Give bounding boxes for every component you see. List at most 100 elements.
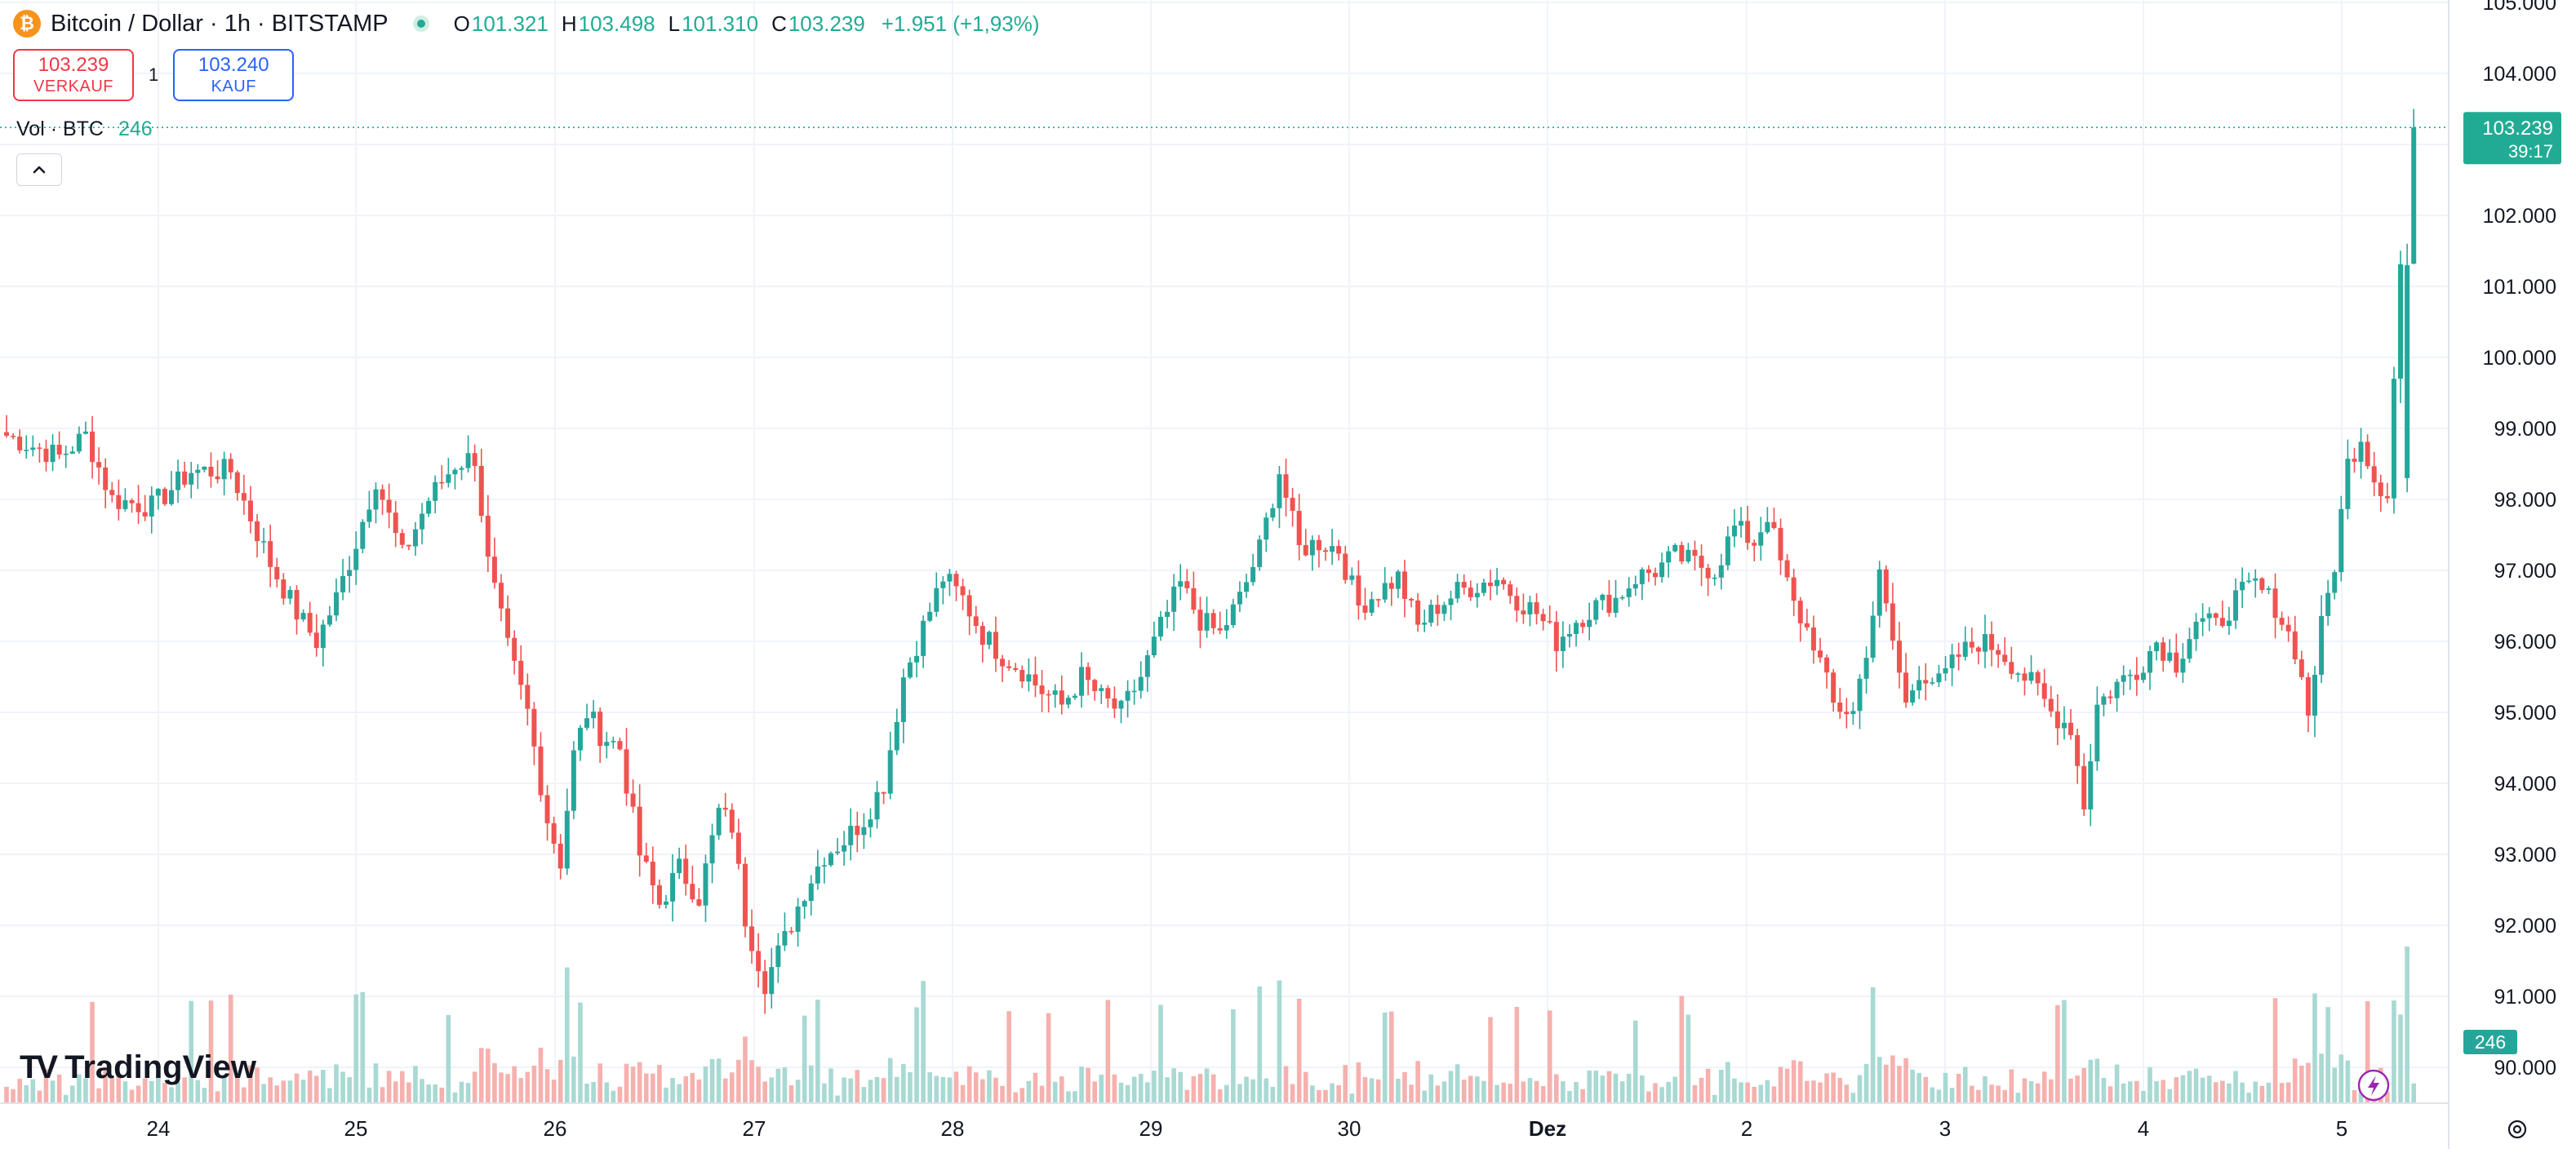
candle — [577, 725, 583, 761]
candle — [544, 785, 550, 841]
candle — [485, 494, 491, 573]
volume-bar — [1672, 1076, 1678, 1103]
candle-body — [1474, 592, 1480, 597]
candle-body — [82, 431, 88, 434]
candle — [1534, 593, 1539, 625]
volume-bar — [1501, 1082, 1506, 1103]
volume-legend[interactable]: Vol · BTC 246 — [16, 118, 153, 141]
candle-body — [1923, 680, 1929, 684]
candle — [564, 788, 570, 876]
volume-bar — [1317, 1089, 1321, 1103]
volume-bar — [815, 999, 820, 1103]
candle-body — [2114, 681, 2120, 698]
candle — [887, 731, 893, 800]
candle-body — [664, 901, 668, 905]
x-tick-label: 25 — [344, 1116, 368, 1141]
candle — [947, 569, 953, 596]
volume-bar — [1831, 1072, 1836, 1103]
candle-body — [2405, 264, 2410, 478]
candle-body — [2365, 441, 2370, 467]
candle-body — [2094, 704, 2100, 762]
market-status-icon[interactable] — [412, 16, 429, 32]
candle-body — [2054, 711, 2060, 729]
candle-body — [1666, 551, 1672, 563]
candle — [234, 470, 240, 501]
volume-bar — [966, 1066, 972, 1103]
lightning-icon[interactable] — [2357, 1069, 2390, 1102]
candle-body — [1382, 583, 1388, 600]
x-tick-label: 27 — [743, 1116, 766, 1141]
candle-body — [287, 589, 293, 599]
volume-bar — [749, 1060, 754, 1103]
volume-bar — [2094, 1058, 2100, 1103]
candle — [1000, 654, 1006, 682]
sell-price: 103.239 — [38, 54, 109, 76]
candle — [1923, 663, 1929, 701]
volume-bar — [1699, 1077, 1704, 1103]
volume-bar — [1745, 1082, 1750, 1103]
sell-button[interactable]: 103.239 VERKAUF — [13, 49, 134, 101]
candle-body — [1553, 622, 1559, 652]
candle — [300, 609, 306, 623]
candle — [1488, 570, 1493, 601]
candle-body — [24, 450, 29, 451]
volume-bar — [1066, 1091, 1071, 1103]
candle — [1125, 680, 1130, 718]
volume-bar — [433, 1084, 437, 1103]
volume-bar — [1554, 1074, 1559, 1103]
candle — [1653, 567, 1658, 586]
collapse-legend-button[interactable] — [16, 153, 62, 186]
symbol-title[interactable]: Bitcoin / Dollar · 1h · BITSTAMP — [51, 10, 389, 37]
candle-body — [37, 447, 42, 450]
volume-bar — [1264, 1078, 1269, 1103]
candle-body — [1580, 623, 1586, 627]
candle — [1639, 567, 1645, 601]
candle — [2140, 666, 2146, 683]
candle-body — [1099, 688, 1104, 691]
volume-bar — [386, 1071, 392, 1103]
volume-bar — [1006, 1011, 1011, 1103]
volume-bar — [1574, 1082, 1579, 1103]
candle-body — [1270, 508, 1276, 518]
candle — [491, 537, 497, 589]
volume-bar — [63, 1094, 69, 1103]
candle — [2338, 495, 2344, 582]
last-price-countdown: 39:17 — [2508, 141, 2553, 162]
candle — [1158, 610, 1163, 641]
candle — [1151, 621, 1157, 659]
candle — [921, 615, 926, 668]
candle — [802, 899, 807, 920]
candle — [1580, 619, 1586, 633]
candle-body — [1837, 702, 1843, 712]
candle-body — [1890, 603, 1895, 641]
candle-body — [835, 851, 841, 854]
candle-body — [742, 863, 748, 927]
candle — [1448, 590, 1454, 621]
candle — [1409, 597, 1415, 608]
volume-bar — [43, 1069, 49, 1103]
candle — [611, 736, 616, 749]
volume-bar — [1837, 1077, 1843, 1103]
candle — [591, 699, 597, 729]
candle — [1975, 645, 1981, 665]
volume-bar — [2200, 1077, 2205, 1103]
candle-body — [749, 926, 755, 951]
candle — [287, 586, 293, 605]
volume-bar — [2187, 1071, 2192, 1103]
candle — [2088, 743, 2094, 827]
sell-label: VERKAUF — [33, 78, 113, 95]
volume-bar — [1876, 1057, 1882, 1103]
candle — [1712, 574, 1717, 586]
grid — [0, 0, 2449, 1103]
buy-button[interactable]: 103.240 KAUF — [173, 49, 295, 101]
volume-bar — [624, 1063, 629, 1103]
volume-bar — [1712, 1094, 1717, 1103]
volume-bar — [1138, 1073, 1144, 1103]
chart-settings-button[interactable] — [2503, 1115, 2532, 1144]
candle — [2405, 243, 2410, 493]
candle — [76, 426, 82, 455]
y-tick-label: 92.000 — [2494, 915, 2556, 938]
tradingview-logo[interactable]: TV TradingView — [20, 1049, 256, 1086]
